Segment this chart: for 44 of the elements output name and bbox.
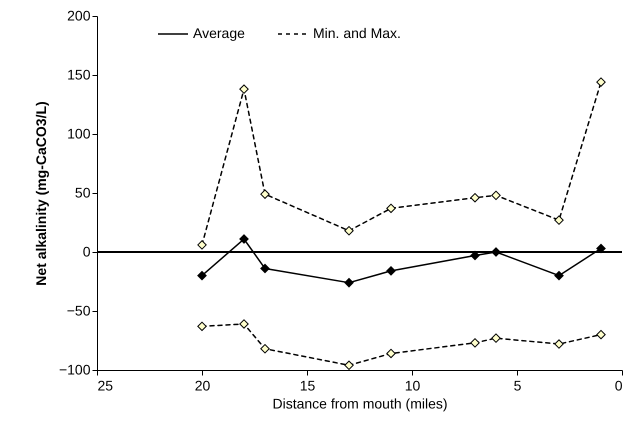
point (386, 348, 396, 358)
point (197, 322, 207, 332)
point (386, 204, 396, 214)
point (344, 360, 354, 370)
y-tick-label: 0 (82, 244, 91, 260)
x-tick-label: 10 (404, 378, 420, 394)
point (596, 244, 606, 254)
point (491, 333, 501, 343)
legend-label: Average (193, 25, 246, 41)
y-tick-label: 100 (67, 126, 91, 142)
point (554, 270, 564, 280)
point (386, 266, 396, 276)
point (260, 189, 270, 199)
point (554, 215, 564, 225)
x-tick-label: 15 (300, 378, 316, 394)
y-axis-title: Net alkalinity (mg-CaCO3/L) (32, 101, 49, 286)
point (491, 247, 501, 257)
point (260, 344, 270, 354)
point (596, 77, 606, 87)
y-tick-label: 150 (67, 66, 91, 82)
x-tick-label: 25 (98, 378, 114, 394)
x-tick-label: 5 (514, 378, 522, 394)
point (554, 339, 564, 349)
point (470, 338, 480, 348)
point (491, 190, 501, 200)
point (344, 226, 354, 236)
y-tick-label: −50 (66, 302, 91, 318)
point (470, 193, 480, 202)
point (470, 250, 480, 260)
point (344, 278, 354, 288)
x-tick-label: 0 (614, 378, 623, 394)
x-axis-title: Distance from mouth (miles) (272, 396, 448, 412)
y-tick-label: −100 (58, 362, 91, 378)
point (239, 319, 249, 329)
point (197, 270, 207, 280)
point (239, 84, 249, 94)
y-tick-label: 200 (67, 8, 91, 24)
point (239, 234, 249, 244)
y-tick-label: 50 (74, 184, 91, 200)
point (260, 264, 270, 274)
x-tick-label: 20 (194, 378, 210, 394)
legend-label: Min. and Max. (313, 25, 401, 41)
point (197, 240, 207, 250)
point (596, 330, 606, 340)
